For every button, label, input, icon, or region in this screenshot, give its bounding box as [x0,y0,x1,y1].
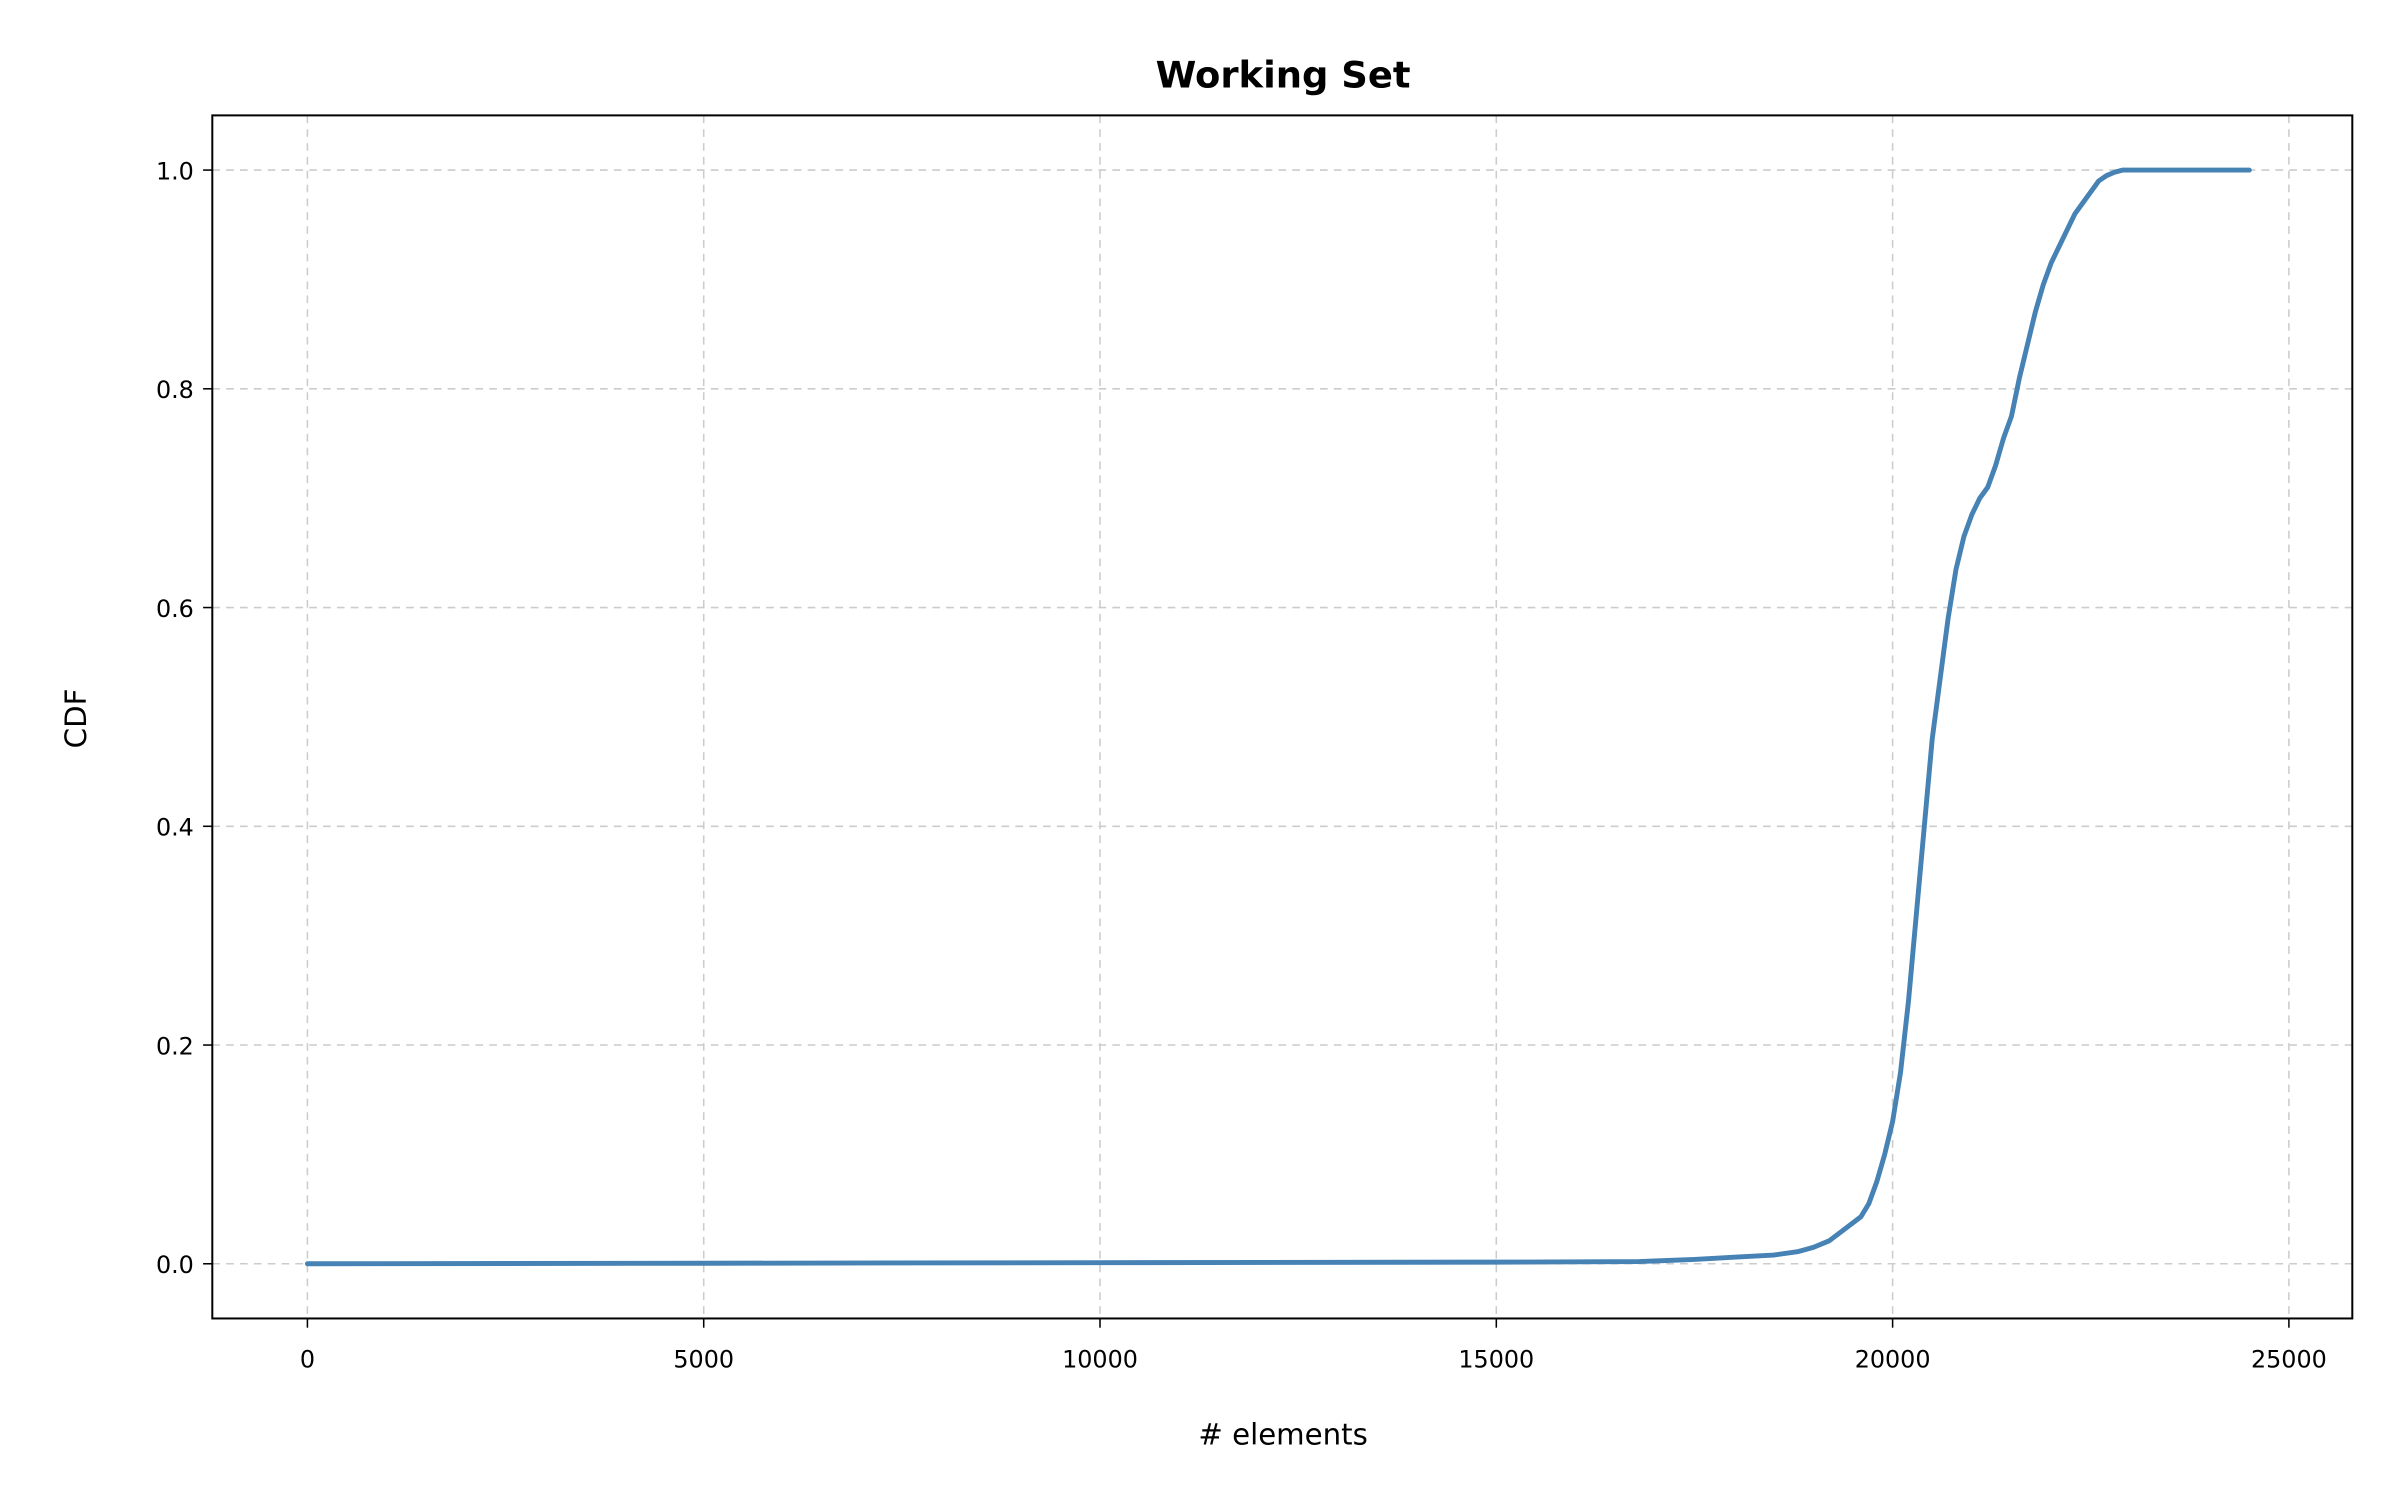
x-axis-label: # elements [1198,1418,1367,1452]
plot-frame [211,114,2354,1320]
y-tick-label: 0.8 [156,376,194,404]
y-tick-label: 0.4 [156,814,194,842]
series-layer [304,167,2252,1267]
x-tick-label: 20000 [1855,1346,1931,1374]
x-tick-label: 25000 [2251,1346,2327,1374]
cdf-series-line [304,167,2252,1267]
y-tick-label: 0.2 [156,1032,194,1060]
axis-ticks: 0 5000 10000 15000 20000 25000 0.0 0.2 0.4 0.6 0.8… [156,157,2327,1373]
x-tick-label: 15000 [1458,1346,1534,1374]
x-tick-label: 5000 [673,1346,734,1374]
x-tick-label: 10000 [1062,1346,1138,1374]
y-tick-label: 0.0 [156,1251,194,1279]
chart-title: Working Set [1156,54,1411,97]
grid-lines [212,115,2353,1319]
x-tick-label: 0 [300,1346,315,1374]
y-axis-label: CDF [59,689,93,749]
y-tick-label: 1.0 [156,157,194,185]
y-tick-label: 0.6 [156,595,194,623]
